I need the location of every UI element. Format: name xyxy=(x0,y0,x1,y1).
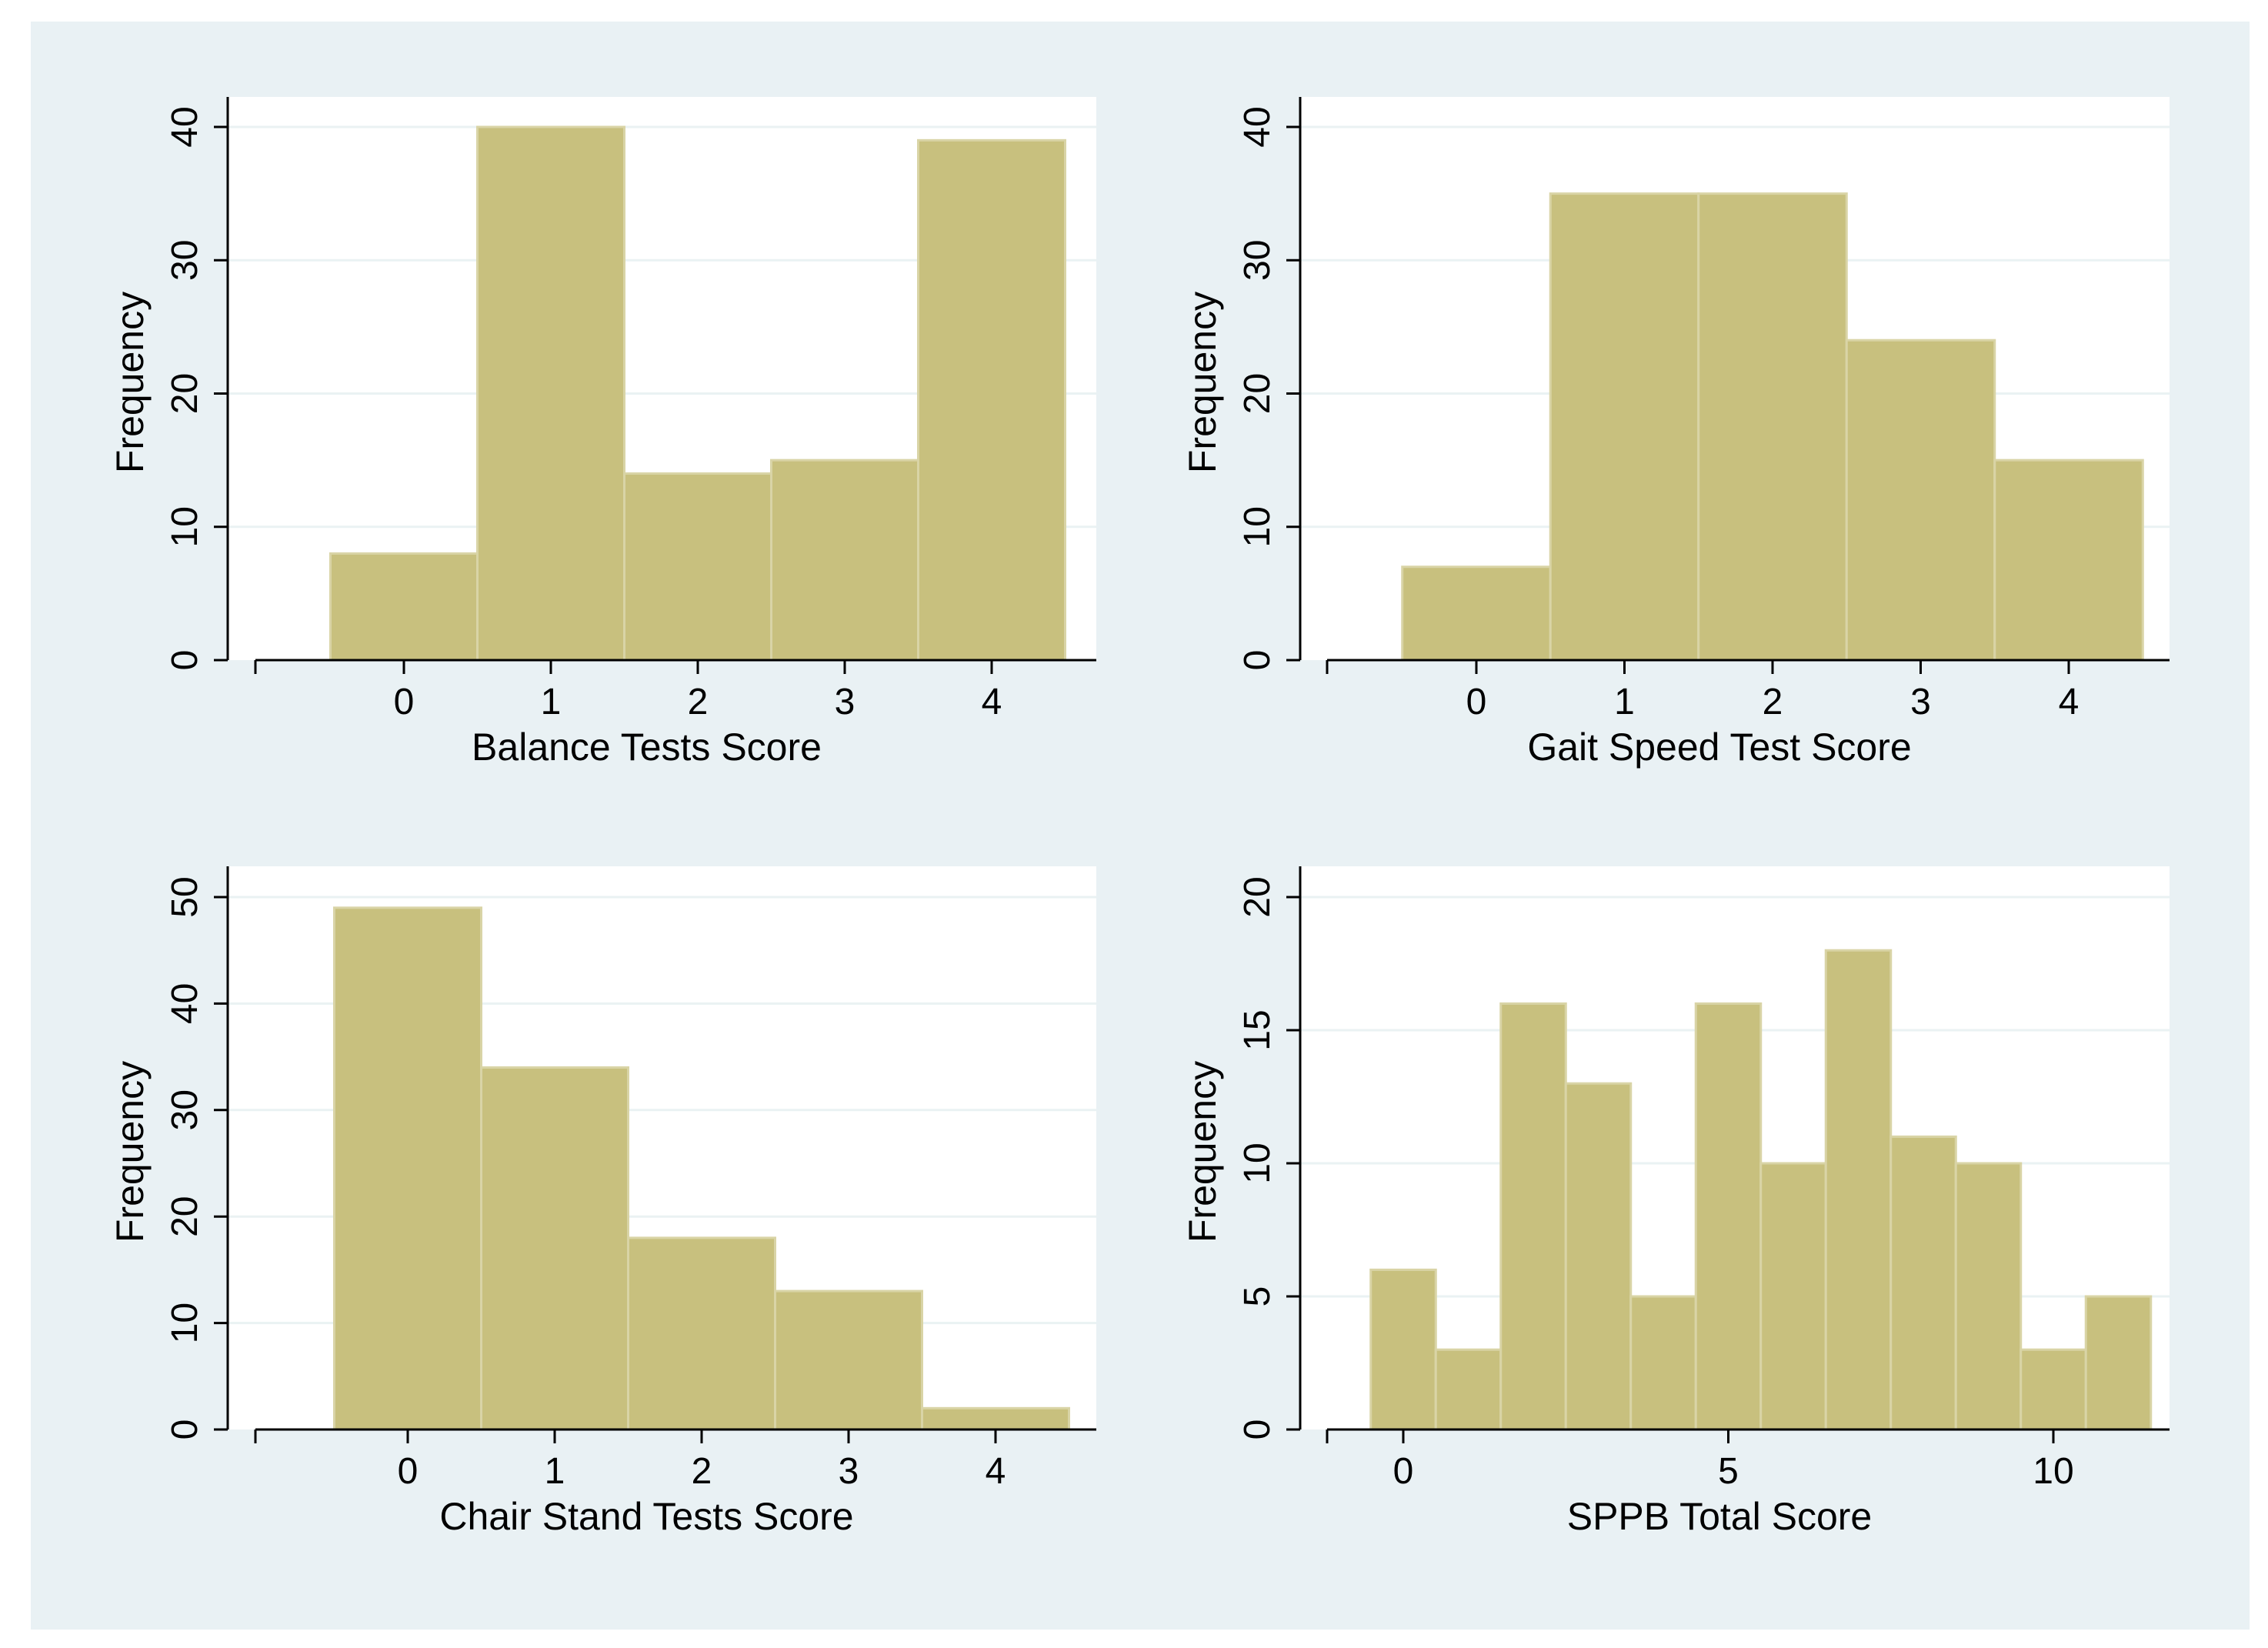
x-tick-label: 3 xyxy=(835,682,856,722)
y-tick-label: 10 xyxy=(165,1303,205,1343)
y-tick-label: 50 xyxy=(165,876,205,917)
histogram-panel-2: 0 10 20 30 40 0 1 2 3 4 Gait Speed Test Score Frequ… xyxy=(1181,97,2170,769)
y-tick-label: 0 xyxy=(1237,1419,1278,1440)
histogram-bar xyxy=(1697,192,1848,662)
histogram-bar xyxy=(480,1066,629,1431)
x-tick-label: 4 xyxy=(986,1451,1006,1492)
histogram-bar xyxy=(774,1289,923,1431)
x-tick-label: 2 xyxy=(1763,682,1783,722)
y-tick-label: 30 xyxy=(165,1089,205,1130)
x-axis-label: Gait Speed Test Score xyxy=(1527,726,1911,769)
x-tick-label: 10 xyxy=(2033,1451,2073,1492)
histogram-bar xyxy=(1694,1002,1763,1431)
histogram-bar xyxy=(770,459,919,662)
histogram-bar xyxy=(623,472,772,662)
y-axis-label: Frequency xyxy=(108,1061,152,1243)
y-tick-label: 0 xyxy=(1237,650,1278,671)
y-tick-label: 0 xyxy=(165,1419,205,1440)
histogram-bar xyxy=(2020,1348,2087,1431)
y-tick-label: 40 xyxy=(1237,106,1278,147)
histogram-bar xyxy=(476,125,625,662)
histogram-bar xyxy=(1549,192,1700,662)
x-axis-label: SPPB Total Score xyxy=(1567,1495,1873,1538)
histogram-bar xyxy=(1564,1082,1633,1431)
y-tick-label: 20 xyxy=(1237,876,1278,917)
y-tick-label: 20 xyxy=(165,373,205,414)
y-tick-label: 15 xyxy=(1237,1009,1278,1050)
y-tick-label: 40 xyxy=(165,106,205,147)
histogram-bar xyxy=(1889,1135,1957,1431)
y-tick-label: 20 xyxy=(1237,373,1278,414)
histogram-bar xyxy=(1954,1162,2023,1431)
x-tick-label: 3 xyxy=(839,1451,859,1492)
x-tick-label: 2 xyxy=(688,682,709,722)
y-tick-label: 30 xyxy=(165,240,205,281)
y-tick-label: 20 xyxy=(165,1196,205,1237)
histogram-bar xyxy=(1629,1295,1697,1431)
y-tick-label: 40 xyxy=(165,983,205,1024)
histogram-bar xyxy=(333,906,482,1431)
x-tick-label: 2 xyxy=(692,1451,712,1492)
histogram-bar xyxy=(1993,459,2144,662)
histogram-bar xyxy=(329,552,479,662)
x-tick-label: 0 xyxy=(398,1451,419,1492)
x-tick-label: 1 xyxy=(545,1451,565,1492)
histogram-bar xyxy=(921,1406,1070,1431)
y-tick-label: 10 xyxy=(1237,1143,1278,1183)
x-tick-label: 0 xyxy=(1393,1451,1414,1492)
x-tick-label: 3 xyxy=(1910,682,1931,722)
y-tick-label: 10 xyxy=(165,506,205,547)
y-axis-label: Frequency xyxy=(1181,292,1224,473)
y-tick-label: 0 xyxy=(165,650,205,671)
x-tick-label: 0 xyxy=(1466,682,1487,722)
x-tick-label: 1 xyxy=(541,682,562,722)
x-tick-label: 4 xyxy=(2059,682,2080,722)
y-axis-label: Frequency xyxy=(108,292,152,473)
histogram-panel-3: 0 10 20 30 40 50 0 1 2 3 4 Chair Stand Tests Score F… xyxy=(108,866,1096,1538)
x-tick-label: 4 xyxy=(982,682,1002,722)
x-tick-label: 1 xyxy=(1614,682,1635,722)
histogram-bar xyxy=(627,1236,776,1431)
histogram-bar xyxy=(1434,1348,1503,1431)
y-tick-label: 10 xyxy=(1237,506,1278,547)
y-tick-label: 30 xyxy=(1237,240,1278,281)
x-axis-label: Chair Stand Tests Score xyxy=(439,1495,853,1538)
y-axis-label: Frequency xyxy=(1181,1061,1224,1243)
histogram-bar xyxy=(1369,1268,1437,1431)
y-tick-label: 5 xyxy=(1237,1286,1278,1307)
histogram-panel-1: 0 10 20 30 40 0 1 2 3 4 Balance Tests Score Frequen… xyxy=(108,97,1096,769)
x-tick-label: 0 xyxy=(394,682,415,722)
histogram-panel-4: 0 5 10 15 20 0 5 10 SPPB Total Score Frequency xyxy=(1181,866,2170,1538)
x-tick-label: 5 xyxy=(1718,1451,1739,1492)
histogram-bar xyxy=(1824,949,1893,1431)
histogram-bar xyxy=(917,138,1066,662)
histogram-bar xyxy=(1845,339,1996,662)
histogram-bar xyxy=(1401,565,1552,662)
x-axis-label: Balance Tests Score xyxy=(472,726,822,769)
histogram-bar xyxy=(1499,1002,1567,1431)
histogram-bar xyxy=(2084,1295,2153,1431)
histogram-bar xyxy=(1759,1162,1827,1431)
